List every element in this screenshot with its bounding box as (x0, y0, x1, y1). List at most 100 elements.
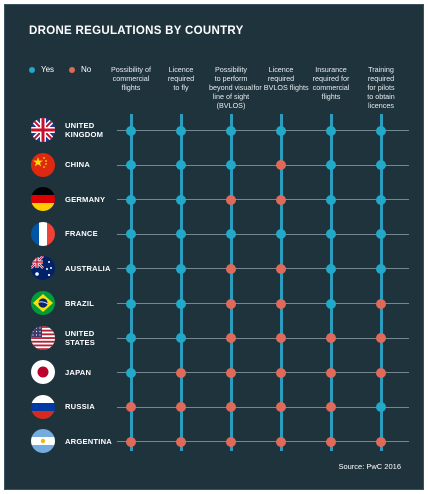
marker-no (226, 263, 236, 274)
marker-yes (126, 194, 136, 205)
marker-yes (326, 298, 336, 309)
legend-yes: Yes (29, 65, 54, 74)
row-line (117, 337, 409, 339)
row-line (117, 164, 409, 166)
column-header-3: Possibility to perform beyond visual line o… (209, 65, 253, 110)
marker-no (376, 367, 386, 378)
legend-no-label: No (81, 65, 92, 74)
marker-no (326, 367, 336, 378)
marker-yes (276, 125, 286, 136)
marker-yes (376, 160, 386, 171)
row-line (117, 441, 409, 443)
marker-no (126, 436, 136, 447)
marker-no (226, 333, 236, 344)
legend-yes-dot (29, 66, 35, 73)
marker-yes (126, 229, 136, 240)
russia-flag-icon (31, 394, 55, 419)
marker-no (376, 333, 386, 344)
marker-yes (226, 160, 236, 171)
uk-flag-icon (31, 118, 55, 142)
marker-no (276, 263, 286, 274)
marker-no (326, 333, 336, 344)
marker-yes (176, 160, 186, 171)
country-label: AUSTRALIA (65, 263, 111, 273)
column-line-3 (229, 114, 233, 452)
marker-no (376, 436, 386, 447)
marker-yes (376, 229, 386, 240)
marker-yes (126, 367, 136, 378)
legend-yes-label: Yes (41, 65, 55, 74)
marker-yes (126, 160, 136, 171)
marker-no (276, 333, 286, 344)
marker-yes (276, 229, 286, 240)
marker-yes (326, 229, 336, 240)
row-line (117, 268, 409, 270)
column-line-5 (329, 114, 333, 452)
marker-no (226, 436, 236, 447)
marker-no (276, 436, 286, 447)
marker-no (226, 298, 236, 309)
column-header-4: Licence required for BVLOS flights (253, 65, 309, 92)
marker-no (176, 367, 186, 378)
marker-no (176, 402, 186, 413)
marker-yes (176, 333, 186, 344)
marker-yes (326, 194, 336, 205)
marker-yes (226, 229, 236, 240)
country-label: RUSSIA (65, 402, 95, 412)
marker-yes (176, 229, 186, 240)
row-line (117, 406, 409, 408)
japan-flag-icon (31, 360, 55, 385)
marker-yes (376, 263, 386, 274)
marker-no (276, 298, 286, 309)
country-label: BRAZIL (65, 298, 95, 308)
marker-no (276, 367, 286, 378)
chart-title: DRONE REGULATIONS BY COUNTRY (29, 25, 244, 37)
marker-no (376, 298, 386, 309)
column-header-5: Insurance required for commercial flights (312, 65, 350, 101)
column-header-6: Training required for pilots to obtain licen… (367, 65, 395, 110)
row-line (117, 130, 409, 131)
marker-no (226, 367, 236, 378)
brazil-flag-icon (31, 291, 55, 315)
marker-no (176, 436, 186, 447)
country-label: ARGENTINA (65, 436, 112, 446)
marker-yes (176, 125, 186, 136)
column-header-1: Possibility of commercial flights (111, 65, 151, 92)
source-note: Source: PwC 2016 (338, 462, 401, 471)
country-label: CHINA (65, 160, 91, 170)
marker-yes (376, 194, 386, 205)
country-label: FRANCE (65, 229, 98, 239)
marker-yes (176, 263, 186, 274)
marker-no (276, 402, 286, 413)
marker-yes (376, 125, 386, 136)
column-line-2 (179, 114, 183, 452)
marker-yes (126, 298, 136, 309)
legend-no: No (69, 65, 91, 74)
country-label: GERMANY (65, 194, 106, 204)
row-line (117, 199, 409, 201)
france-flag-icon (31, 221, 55, 246)
country-label: UNITED STATES (65, 328, 96, 347)
infographic-panel: DRONE REGULATIONS BY COUNTRY Yes No Poss… (4, 4, 424, 490)
germany-flag-icon (31, 187, 55, 212)
marker-no (326, 402, 336, 413)
marker-no (276, 194, 286, 205)
marker-yes (376, 402, 386, 413)
column-line-1 (129, 114, 133, 452)
column-line-4 (279, 114, 283, 452)
country-label: JAPAN (65, 367, 92, 377)
argentina-flag-icon (31, 429, 55, 454)
marker-no (226, 194, 236, 205)
marker-yes (176, 194, 186, 205)
row-line (117, 372, 409, 374)
marker-yes (126, 333, 136, 344)
marker-yes (326, 263, 336, 274)
china-flag-icon (31, 152, 55, 177)
legend-no-dot (69, 66, 75, 73)
country-label: UNITED KINGDOM (65, 121, 104, 139)
usa-flag-icon (31, 325, 55, 350)
australia-flag-icon (31, 256, 55, 281)
row-line (117, 303, 409, 304)
marker-no (326, 436, 336, 447)
marker-no (276, 160, 286, 171)
